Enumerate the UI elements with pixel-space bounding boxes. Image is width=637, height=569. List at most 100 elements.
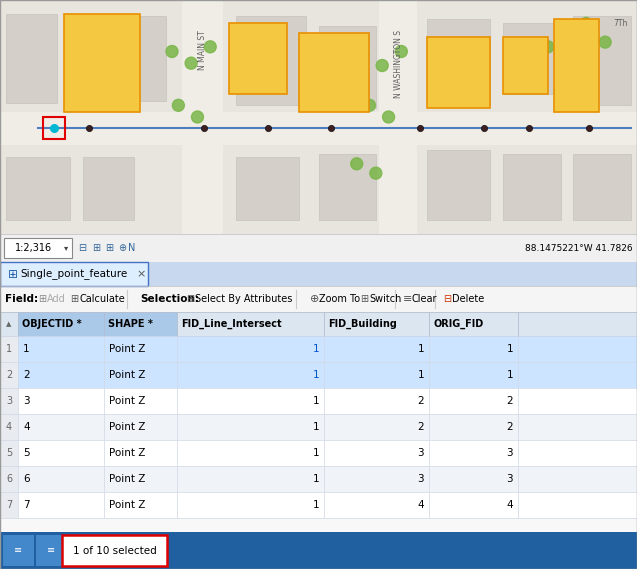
Bar [104, 362, 177, 388]
Bar [229, 23, 287, 93]
Text: Selection:: Selection: [140, 294, 199, 304]
Text: 1: 1 [312, 500, 319, 510]
Bar [318, 26, 376, 108]
Bar [182, 0, 223, 234]
Bar [177, 440, 324, 466]
Text: 5: 5 [6, 448, 12, 458]
Bar [0, 336, 18, 362]
Text: 1 of 10 selected: 1 of 10 selected [73, 546, 156, 555]
Text: 2: 2 [506, 396, 513, 406]
Bar [177, 336, 324, 362]
Bar [0, 414, 18, 440]
Circle shape [580, 46, 592, 57]
Bar [18, 362, 104, 388]
Bar [62, 535, 167, 566]
Bar [0, 312, 18, 336]
Text: N: N [128, 243, 136, 253]
Bar [518, 388, 637, 414]
Bar [429, 312, 518, 336]
Bar [324, 312, 429, 336]
Text: ⊕: ⊕ [118, 243, 126, 253]
Text: 1: 1 [312, 448, 319, 458]
Circle shape [370, 167, 382, 179]
Bar [177, 466, 324, 492]
Text: Delete: Delete [452, 294, 484, 304]
Bar [518, 492, 637, 518]
Circle shape [173, 100, 184, 112]
Bar [318, 154, 376, 220]
Bar [18, 492, 104, 518]
Text: ⊟: ⊟ [443, 294, 451, 304]
Text: 2: 2 [23, 370, 30, 380]
Text: 1:2,316: 1:2,316 [15, 243, 53, 253]
Bar [83, 157, 134, 220]
Bar [0, 234, 637, 262]
Text: Field:: Field: [5, 294, 38, 304]
Bar [324, 388, 429, 414]
Bar [429, 362, 518, 388]
Bar [0, 466, 18, 492]
Bar [324, 492, 429, 518]
Text: Single_point_feature: Single_point_feature [20, 269, 127, 279]
Circle shape [555, 22, 566, 34]
Bar [554, 19, 599, 112]
Text: Point Z: Point Z [109, 474, 145, 484]
Bar [0, 286, 637, 312]
Text: ⊟: ⊟ [78, 243, 86, 253]
Text: 88.1475221°W 41.7826: 88.1475221°W 41.7826 [526, 244, 633, 253]
Bar [573, 154, 631, 220]
Text: Clear: Clear [412, 294, 438, 304]
Bar [104, 388, 177, 414]
Text: ⊞: ⊞ [92, 243, 100, 253]
Circle shape [166, 46, 178, 57]
Bar [6, 157, 70, 220]
Bar [0, 262, 148, 286]
Text: Point Z: Point Z [109, 344, 145, 354]
Text: 1: 1 [417, 370, 424, 380]
Text: ⊞: ⊞ [186, 294, 194, 304]
Bar [0, 388, 18, 414]
Bar [379, 0, 417, 234]
Text: 1: 1 [506, 370, 513, 380]
Text: FID_Building: FID_Building [328, 319, 397, 329]
Bar [518, 336, 637, 362]
Bar [236, 157, 299, 220]
Bar [6, 14, 57, 103]
Bar [429, 388, 518, 414]
Bar [18, 414, 104, 440]
Text: ≡: ≡ [15, 546, 22, 555]
Circle shape [376, 60, 388, 72]
Text: 4: 4 [417, 500, 424, 510]
Text: 1: 1 [23, 344, 30, 354]
Bar [324, 362, 429, 388]
Bar [18, 388, 104, 414]
Bar [36, 535, 67, 566]
Text: 4: 4 [6, 422, 12, 432]
Bar [104, 414, 177, 440]
Text: 1: 1 [312, 474, 319, 484]
Text: OBJECTID *: OBJECTID * [22, 319, 82, 329]
Text: 3: 3 [417, 474, 424, 484]
Bar [18, 336, 104, 362]
Bar [4, 238, 72, 258]
Bar [518, 312, 637, 336]
Bar [18, 440, 104, 466]
Bar [518, 466, 637, 492]
Circle shape [599, 36, 611, 48]
Text: FID_Line_Intersect: FID_Line_Intersect [181, 319, 282, 329]
Bar [104, 440, 177, 466]
Bar [429, 440, 518, 466]
Circle shape [357, 48, 369, 60]
Bar [0, 262, 637, 286]
Text: ≡: ≡ [47, 546, 55, 555]
Text: 3: 3 [6, 396, 12, 406]
Bar [518, 440, 637, 466]
Bar [503, 38, 548, 93]
Text: 7Th: 7Th [613, 19, 627, 28]
Bar [18, 466, 104, 492]
Bar [518, 414, 637, 440]
Bar [127, 17, 166, 101]
Text: 2: 2 [506, 422, 513, 432]
Text: Switch: Switch [369, 294, 401, 304]
Bar [177, 492, 324, 518]
